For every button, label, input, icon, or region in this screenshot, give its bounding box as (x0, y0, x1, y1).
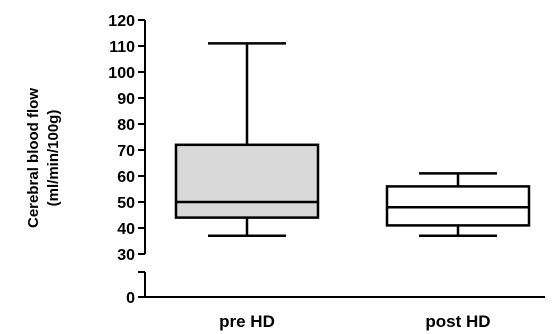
y-tick-label: 110 (109, 39, 135, 56)
y-tick-label: 0 (126, 290, 135, 307)
y-tick-label: 80 (117, 117, 135, 134)
box-iqr (385, 185, 531, 227)
y-tick-label: 30 (117, 247, 135, 264)
y-axis-title-line1: Cerebral blood flow (25, 88, 42, 228)
y-tick-label: 60 (117, 169, 135, 186)
y-tick-label: 50 (117, 195, 135, 212)
y-tick-label: 120 (108, 13, 135, 30)
x-axis-categories: pre HD post HD (219, 312, 490, 331)
x-category-label: post HD (425, 312, 490, 331)
box-pre-hd (174, 42, 320, 238)
y-tick-label: 70 (117, 143, 135, 160)
y-tick-label: 100 (108, 65, 135, 82)
x-category-label: pre HD (219, 312, 275, 331)
box-post-hd (385, 172, 531, 238)
boxes (174, 42, 531, 238)
y-tick-label: 90 (117, 91, 135, 108)
y-axis-title: Cerebral blood flow (ml/min/100g) (25, 88, 62, 228)
y-axis: 30 40 50 60 70 80 90 100 110 120 0 (108, 13, 545, 307)
y-tick-label: 40 (117, 221, 135, 238)
box-iqr (174, 143, 320, 219)
y-axis-title-line2: (ml/min/100g) (45, 110, 62, 207)
